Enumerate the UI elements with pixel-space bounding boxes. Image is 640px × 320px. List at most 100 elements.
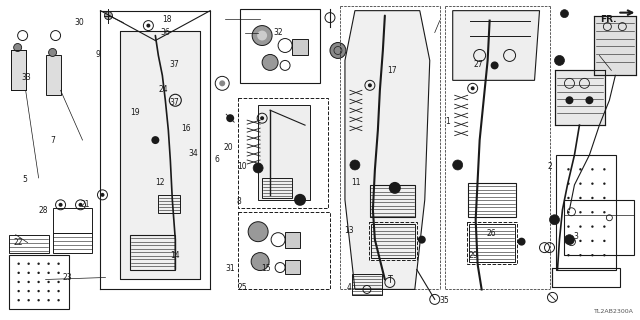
Circle shape (591, 211, 594, 213)
Circle shape (491, 61, 499, 69)
Circle shape (579, 240, 582, 242)
Circle shape (586, 96, 593, 104)
Circle shape (37, 281, 40, 283)
Circle shape (567, 254, 570, 256)
Circle shape (591, 182, 594, 185)
Polygon shape (292, 38, 308, 55)
Text: 35: 35 (440, 296, 449, 305)
Circle shape (17, 272, 20, 274)
Circle shape (262, 54, 278, 70)
Circle shape (603, 254, 605, 256)
Circle shape (579, 197, 582, 199)
Circle shape (28, 272, 30, 274)
Text: 26: 26 (486, 229, 496, 238)
Circle shape (603, 182, 605, 185)
Circle shape (389, 182, 401, 194)
Text: 16: 16 (181, 124, 191, 132)
Circle shape (59, 203, 63, 207)
Circle shape (418, 236, 426, 244)
Text: 12: 12 (156, 178, 165, 187)
Circle shape (470, 86, 475, 90)
Circle shape (579, 254, 582, 256)
Circle shape (252, 26, 272, 45)
Circle shape (226, 114, 234, 122)
Text: 1: 1 (445, 117, 450, 126)
Bar (120, 31, 200, 279)
Bar (11, 51, 26, 90)
Bar (564, 200, 634, 255)
Circle shape (591, 197, 594, 199)
Text: 9: 9 (96, 50, 101, 59)
Text: 21: 21 (81, 200, 90, 209)
Bar (595, 16, 636, 76)
Circle shape (567, 168, 570, 171)
Text: 8: 8 (237, 197, 241, 206)
Circle shape (550, 215, 559, 225)
Circle shape (368, 83, 372, 87)
Text: FR.: FR. (600, 15, 616, 24)
Circle shape (518, 238, 525, 246)
Circle shape (567, 211, 570, 213)
Circle shape (567, 225, 570, 228)
Circle shape (257, 31, 267, 41)
Circle shape (37, 290, 40, 292)
Text: 4: 4 (346, 283, 351, 292)
Circle shape (567, 197, 570, 199)
Polygon shape (452, 11, 540, 80)
Polygon shape (120, 31, 200, 279)
Circle shape (17, 262, 20, 265)
Circle shape (100, 193, 104, 197)
Polygon shape (285, 260, 300, 274)
Circle shape (17, 290, 20, 292)
Text: TL2AB2300A: TL2AB2300A (595, 309, 634, 314)
Bar (9, 235, 49, 252)
Bar (557, 155, 616, 269)
Circle shape (591, 254, 594, 256)
Text: 15: 15 (261, 264, 271, 273)
Circle shape (330, 43, 346, 59)
Circle shape (567, 240, 570, 242)
Text: 2: 2 (548, 162, 552, 171)
Bar (240, 9, 320, 83)
Circle shape (294, 194, 306, 206)
Text: 14: 14 (170, 251, 180, 260)
Circle shape (37, 262, 40, 265)
Circle shape (253, 163, 263, 173)
Circle shape (58, 299, 60, 301)
Circle shape (251, 252, 269, 270)
Circle shape (564, 235, 575, 244)
Bar (238, 212, 330, 289)
Circle shape (579, 225, 582, 228)
Circle shape (566, 96, 573, 104)
Circle shape (591, 225, 594, 228)
Text: 29: 29 (468, 251, 478, 260)
Polygon shape (258, 105, 310, 200)
Bar (556, 70, 605, 125)
Text: 23: 23 (63, 273, 72, 282)
Circle shape (603, 197, 605, 199)
Text: 3: 3 (573, 232, 578, 241)
Circle shape (47, 290, 50, 292)
Circle shape (58, 281, 60, 283)
Circle shape (28, 281, 30, 283)
Text: 19: 19 (130, 108, 140, 117)
Circle shape (579, 168, 582, 171)
Circle shape (28, 262, 30, 265)
Circle shape (248, 222, 268, 242)
Bar (552, 268, 620, 287)
Circle shape (47, 281, 50, 283)
Bar (371, 224, 415, 258)
Bar (131, 235, 175, 269)
Circle shape (37, 272, 40, 274)
Circle shape (579, 211, 582, 213)
Circle shape (579, 182, 582, 185)
Circle shape (147, 24, 150, 28)
Text: 32: 32 (274, 28, 284, 37)
Circle shape (603, 240, 605, 242)
Circle shape (37, 299, 40, 301)
Bar (45, 55, 61, 95)
Circle shape (603, 168, 605, 171)
Circle shape (603, 211, 605, 213)
Circle shape (260, 116, 264, 120)
Bar (467, 222, 516, 264)
